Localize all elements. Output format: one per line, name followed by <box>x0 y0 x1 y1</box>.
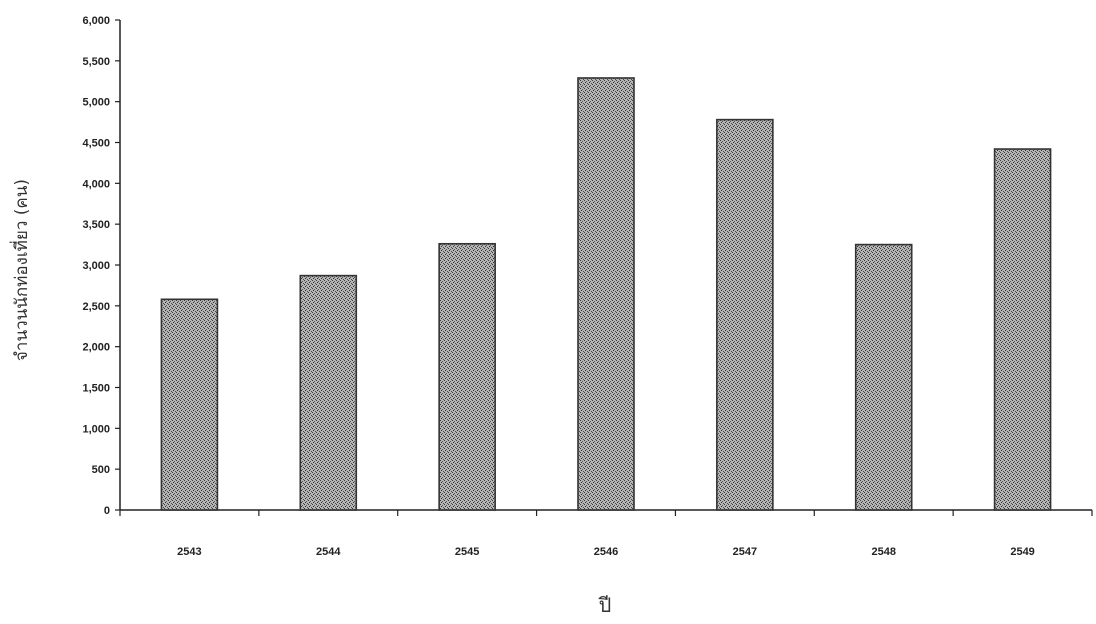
x-tick-label: 2546 <box>594 546 618 558</box>
x-tick-label: 2548 <box>871 546 895 558</box>
plot-area: 0 500 1,000 1,500 2,000 2,500 3,000 3,500 4,000 4… <box>82 15 1093 558</box>
x-axis-title: ปี <box>598 593 611 617</box>
y-tick-label: 4,500 <box>82 138 110 150</box>
x-tick-label: 2543 <box>177 546 201 558</box>
x-tick-label: 2545 <box>455 546 479 558</box>
bar <box>299 274 358 511</box>
y-tick-label: 500 <box>92 464 110 476</box>
y-tick-label: 3,000 <box>82 260 110 272</box>
bar <box>854 243 913 511</box>
y-tick-label: 2,000 <box>82 342 110 354</box>
bar <box>577 77 635 511</box>
bar <box>438 242 496 511</box>
y-tick-label: 5,500 <box>82 56 110 68</box>
y-tick-label: 1,500 <box>82 383 110 395</box>
y-tick-label: 5,000 <box>82 97 110 109</box>
y-tick-label: 6,000 <box>82 15 110 27</box>
x-tick-label: 2547 <box>733 546 757 558</box>
y-tick-label: 3,500 <box>82 219 110 231</box>
x-tick-label: 2549 <box>1010 546 1034 558</box>
y-tick-label: 4,000 <box>82 178 110 190</box>
y-tick-label: 0 <box>104 505 110 517</box>
y-tick-label: 2,500 <box>82 301 110 313</box>
bar <box>716 118 774 511</box>
bar <box>160 298 219 511</box>
y-axis-title: จำนวนนักท่องเที่ยว (คน) <box>9 179 32 361</box>
x-tick-label: 2544 <box>316 546 341 558</box>
y-tick-label: 1,000 <box>82 423 110 435</box>
bar <box>993 148 1052 511</box>
